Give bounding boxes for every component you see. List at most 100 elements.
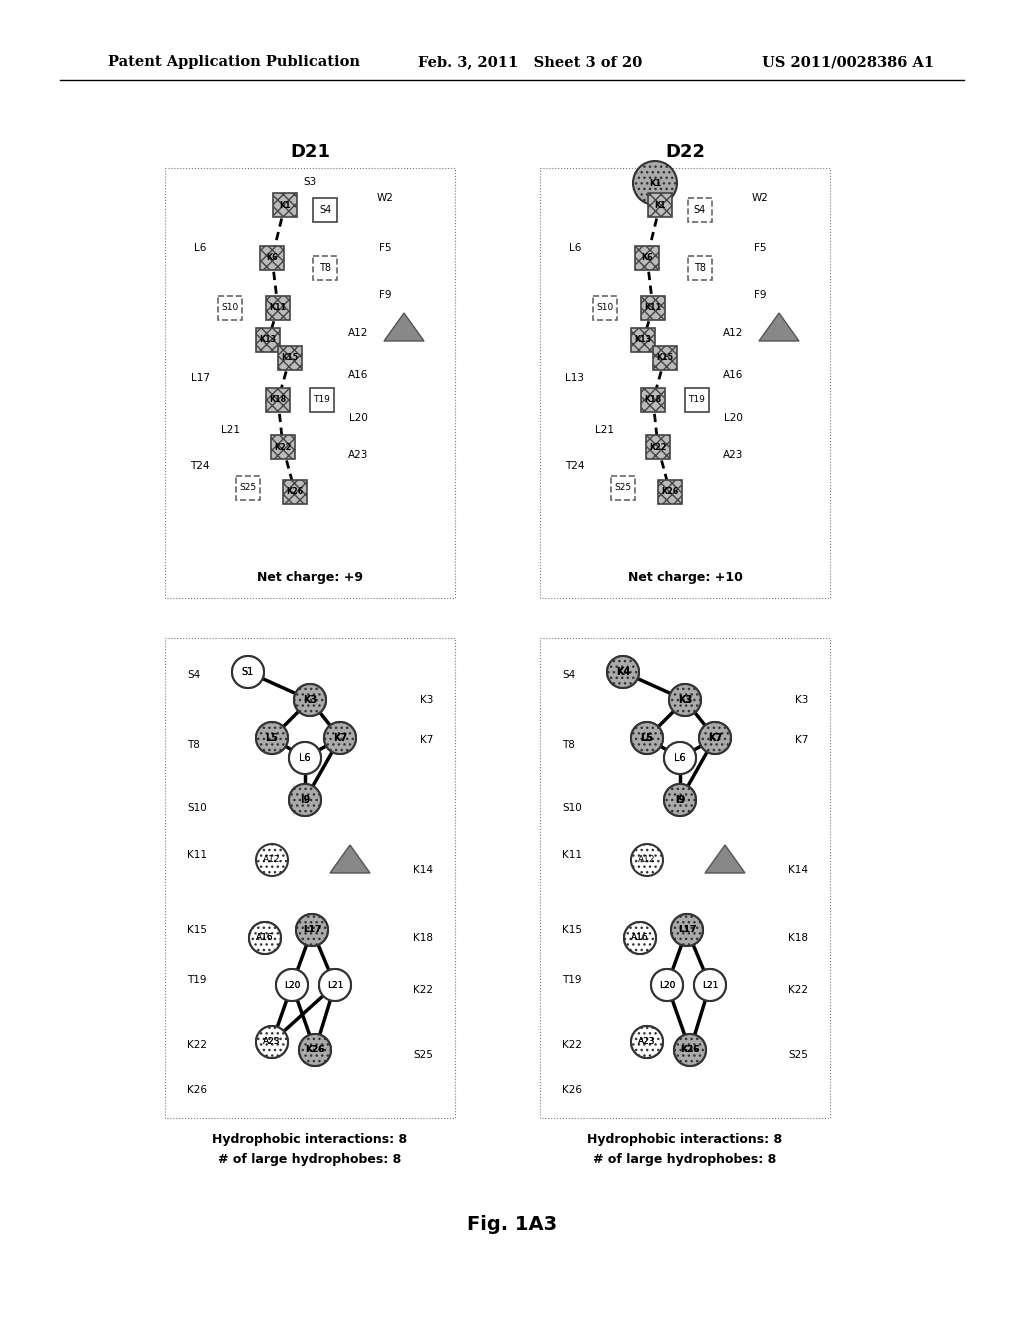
Circle shape	[694, 969, 726, 1001]
Text: K26: K26	[662, 487, 679, 496]
Text: T8: T8	[694, 263, 706, 273]
Text: A16: A16	[256, 933, 273, 942]
Text: K22: K22	[649, 442, 667, 451]
Text: K15: K15	[282, 354, 299, 363]
Circle shape	[294, 684, 326, 715]
Text: K11: K11	[269, 304, 287, 313]
Text: K6: K6	[266, 253, 278, 263]
Circle shape	[631, 1026, 663, 1059]
Text: D22: D22	[665, 143, 705, 161]
Text: L6: L6	[299, 752, 311, 763]
Text: K3: K3	[304, 696, 316, 705]
Text: S3: S3	[303, 177, 316, 187]
Text: A12: A12	[348, 327, 369, 338]
Text: K26: K26	[680, 1045, 699, 1055]
Text: K11: K11	[187, 850, 207, 861]
Text: S25: S25	[413, 1049, 433, 1060]
Text: W2: W2	[752, 193, 768, 203]
Circle shape	[674, 1034, 706, 1067]
Text: L5: L5	[266, 733, 278, 743]
Text: A23: A23	[348, 450, 369, 459]
FancyBboxPatch shape	[593, 296, 617, 319]
FancyBboxPatch shape	[631, 327, 655, 352]
Text: A23: A23	[638, 1038, 655, 1047]
FancyBboxPatch shape	[658, 480, 682, 504]
Circle shape	[671, 913, 703, 946]
FancyBboxPatch shape	[236, 477, 260, 500]
Circle shape	[324, 722, 356, 754]
Circle shape	[276, 969, 308, 1001]
Circle shape	[256, 1026, 288, 1059]
FancyBboxPatch shape	[313, 198, 337, 222]
Text: # of large hydrophobes: 8: # of large hydrophobes: 8	[593, 1154, 776, 1167]
Text: Net charge: +9: Net charge: +9	[257, 572, 362, 585]
Text: K14: K14	[788, 865, 808, 875]
FancyBboxPatch shape	[310, 388, 334, 412]
Text: I9: I9	[300, 795, 309, 805]
Circle shape	[294, 684, 326, 715]
Circle shape	[296, 913, 328, 946]
Text: S1: S1	[242, 667, 254, 677]
Text: K18: K18	[788, 933, 808, 942]
Text: K15: K15	[187, 925, 207, 935]
Text: S10: S10	[596, 304, 613, 313]
Text: T8: T8	[562, 741, 574, 750]
Text: L20: L20	[284, 981, 300, 990]
Text: K3: K3	[795, 696, 808, 705]
Text: S1: S1	[242, 667, 254, 677]
Text: A12: A12	[263, 855, 281, 865]
Circle shape	[664, 784, 696, 816]
Text: K7: K7	[708, 733, 722, 743]
Text: L5: L5	[265, 733, 279, 743]
FancyBboxPatch shape	[256, 327, 280, 352]
Text: K3: K3	[678, 696, 692, 705]
Text: K26: K26	[680, 1045, 699, 1055]
Text: K26: K26	[305, 1045, 325, 1055]
Text: S4: S4	[694, 205, 707, 215]
Text: K7: K7	[708, 733, 722, 743]
Circle shape	[249, 921, 281, 954]
Circle shape	[699, 722, 731, 754]
Text: L17: L17	[190, 374, 210, 383]
Text: K6: K6	[641, 253, 653, 263]
Text: S4: S4	[187, 671, 201, 680]
Text: T8: T8	[187, 741, 200, 750]
Text: L6: L6	[674, 752, 686, 763]
Polygon shape	[330, 845, 370, 873]
Text: S25: S25	[240, 483, 257, 492]
Text: K22: K22	[187, 1040, 207, 1049]
FancyBboxPatch shape	[260, 246, 284, 271]
Circle shape	[651, 969, 683, 1001]
Circle shape	[324, 722, 356, 754]
Text: L6: L6	[299, 752, 311, 763]
Text: F9: F9	[379, 290, 391, 300]
Text: T19: T19	[187, 975, 207, 985]
Circle shape	[232, 656, 264, 688]
Circle shape	[256, 1026, 288, 1059]
Circle shape	[319, 969, 351, 1001]
Text: S4: S4	[318, 205, 331, 215]
Circle shape	[624, 921, 656, 954]
Text: S10: S10	[221, 304, 239, 313]
Text: F5: F5	[379, 243, 391, 253]
Text: L21: L21	[327, 981, 343, 990]
Text: K18: K18	[269, 396, 287, 404]
Circle shape	[289, 784, 321, 816]
Circle shape	[669, 684, 701, 715]
Text: S25: S25	[614, 483, 632, 492]
Text: L20: L20	[348, 413, 368, 422]
FancyBboxPatch shape	[218, 296, 242, 319]
Text: K22: K22	[274, 442, 292, 451]
Text: K26: K26	[562, 1085, 582, 1096]
FancyBboxPatch shape	[648, 193, 672, 216]
Text: F9: F9	[754, 290, 766, 300]
Text: F5: F5	[754, 243, 766, 253]
FancyBboxPatch shape	[688, 256, 712, 280]
Text: K1: K1	[649, 178, 662, 187]
Text: K7: K7	[795, 735, 808, 744]
Text: K26: K26	[287, 487, 304, 496]
Text: S4: S4	[562, 671, 575, 680]
Text: K7: K7	[420, 735, 433, 744]
Text: A23: A23	[638, 1038, 655, 1047]
Text: A16: A16	[631, 933, 649, 942]
